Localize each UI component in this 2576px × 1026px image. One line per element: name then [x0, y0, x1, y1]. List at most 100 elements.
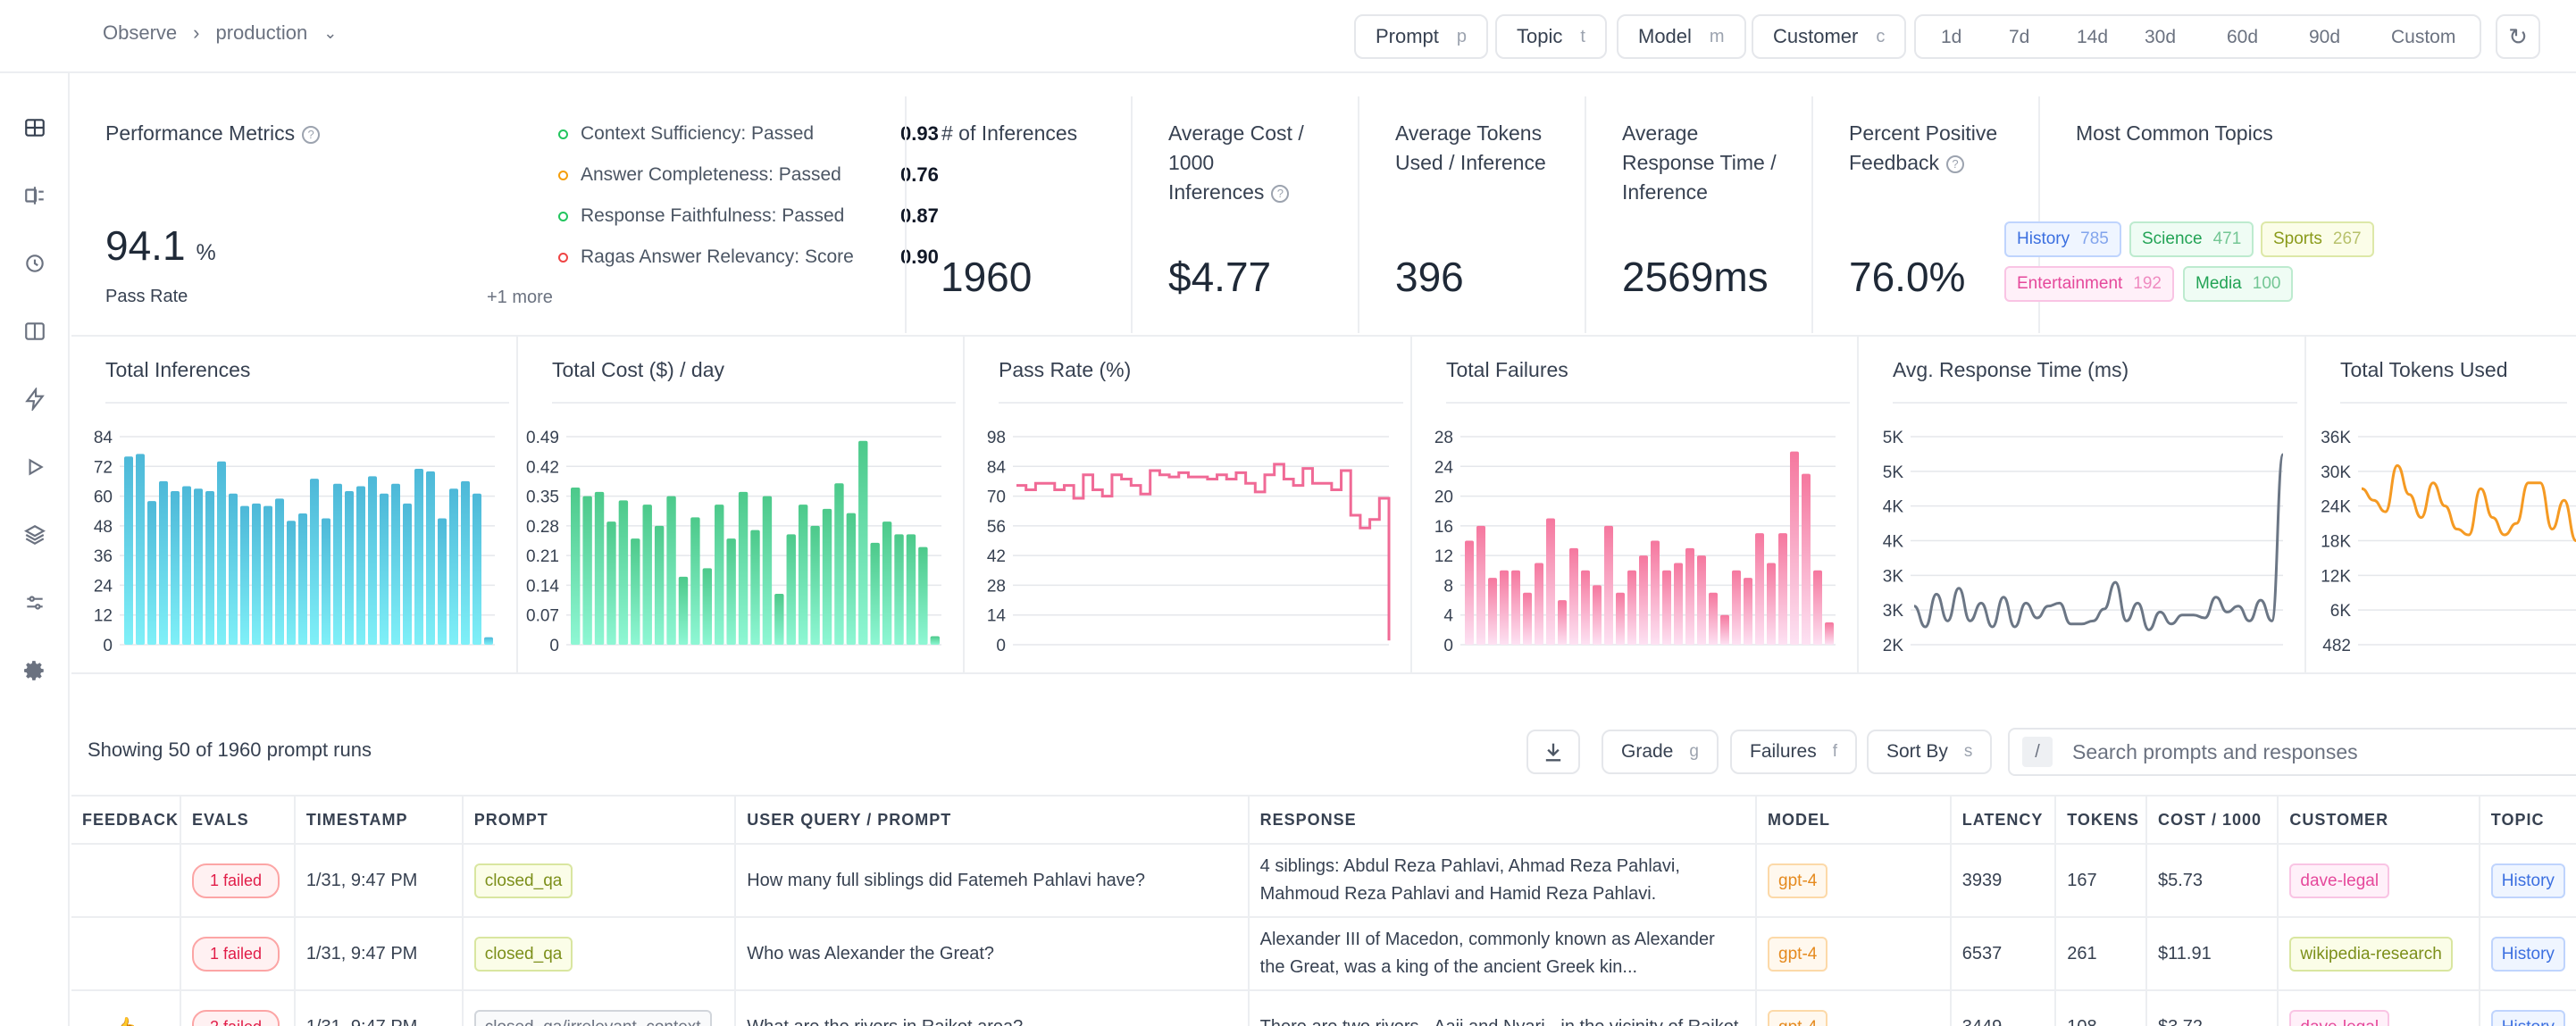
topic-tag-0[interactable]: History 785 [2004, 221, 2121, 257]
model-tag[interactable]: gpt-4 [1768, 936, 1828, 972]
help-icon[interactable]: ? [1271, 184, 1290, 203]
col-tokens[interactable]: TOKENS [2055, 795, 2147, 845]
eval-item[interactable]: Answer Completeness: Passed [558, 164, 841, 186]
bar[interactable] [217, 461, 226, 645]
bar[interactable] [426, 471, 435, 645]
range-60d[interactable]: 60d [2227, 27, 2259, 47]
layers-icon[interactable] [16, 516, 54, 554]
prompt-tag[interactable]: closed_qa/irrelevant_context [473, 1009, 712, 1026]
bar[interactable] [690, 517, 700, 645]
sort-by-button[interactable]: Sort By s [1867, 730, 1993, 774]
topic-tag-4[interactable]: Media 100 [2183, 266, 2294, 302]
bar[interactable] [1581, 570, 1590, 645]
bar[interactable] [1476, 525, 1485, 645]
bar[interactable] [846, 513, 857, 645]
topic-tag-2[interactable]: Sports 267 [2261, 221, 2374, 257]
bar[interactable] [1813, 570, 1822, 645]
bar[interactable] [750, 530, 760, 645]
bar[interactable] [356, 486, 365, 645]
bar[interactable] [1685, 547, 1694, 645]
bar[interactable] [571, 488, 581, 645]
topic-filter-button[interactable]: Topic t [1495, 14, 1607, 59]
topic-tag[interactable]: History [2490, 1009, 2565, 1026]
bar[interactable] [1465, 540, 1474, 646]
bar[interactable] [322, 518, 330, 645]
bar[interactable] [403, 503, 412, 645]
chevron-down-icon[interactable]: ⌄ [323, 23, 338, 42]
bar[interactable] [391, 483, 400, 645]
series-line[interactable] [1016, 463, 1391, 641]
more-evals-link[interactable]: +1 more [487, 288, 553, 307]
bar[interactable] [252, 503, 261, 645]
evals-badge[interactable]: 1 failed [191, 936, 280, 972]
bar[interactable] [1569, 547, 1578, 645]
bar[interactable] [1802, 473, 1811, 645]
bar[interactable] [882, 521, 892, 645]
col-user-query[interactable]: USER QUERY / PROMPT [735, 795, 1250, 845]
col-feedback[interactable]: FEEDBACK [71, 795, 181, 845]
bar[interactable] [333, 483, 342, 645]
bar[interactable] [822, 508, 832, 645]
bar[interactable] [414, 469, 423, 645]
bar[interactable] [1639, 555, 1648, 645]
model-tag[interactable]: gpt-4 [1768, 863, 1828, 898]
bar[interactable] [194, 488, 203, 645]
bar[interactable] [298, 513, 307, 645]
bar[interactable] [263, 505, 272, 645]
failures-button[interactable]: Failures f [1730, 730, 1857, 774]
bar[interactable] [798, 505, 808, 645]
topic-tag-1[interactable]: Science 471 [2129, 221, 2254, 257]
col-model[interactable]: MODEL [1756, 795, 1952, 845]
table-row[interactable]: 1 failed 1/31, 9:47 PM closed_qa How many f… [71, 844, 2576, 918]
eval-item[interactable]: Context Sufficiency: Passed [558, 123, 814, 145]
bar[interactable] [240, 505, 249, 645]
bar[interactable] [484, 637, 493, 645]
bar[interactable] [1709, 592, 1718, 645]
bar[interactable] [678, 576, 689, 645]
eval-item[interactable]: Response Faithfulness: Passed [558, 205, 844, 227]
breadcrumb-root[interactable]: Observe [103, 21, 178, 44]
bar[interactable] [1778, 533, 1787, 645]
bar[interactable] [738, 491, 749, 645]
bar[interactable] [594, 491, 605, 645]
bar[interactable] [1744, 578, 1752, 645]
bar[interactable] [1697, 555, 1706, 645]
refresh-button[interactable]: ↻ [2496, 14, 2540, 59]
bar[interactable] [1523, 592, 1532, 645]
bar[interactable] [368, 476, 377, 645]
topic-tag-3[interactable]: Entertainment 192 [2004, 266, 2174, 302]
breadcrumb-project[interactable]: production [215, 21, 308, 44]
col-customer[interactable]: CUSTOMER [2278, 795, 2480, 845]
bar[interactable] [774, 593, 784, 645]
search-input[interactable] [2072, 739, 2572, 764]
sliders-icon[interactable] [16, 584, 54, 621]
series-line[interactable] [2361, 463, 2576, 542]
bar[interactable] [287, 521, 296, 645]
topic-tag[interactable]: History [2490, 936, 2565, 972]
customer-tag[interactable]: dave-legal [2289, 863, 2390, 898]
grade-button[interactable]: Grade g [1602, 730, 1719, 774]
bar[interactable] [930, 636, 940, 645]
range-7d[interactable]: 7d [2009, 27, 2030, 47]
col-response[interactable]: RESPONSE [1248, 795, 1758, 845]
bar[interactable] [1651, 540, 1660, 646]
bar[interactable] [310, 479, 319, 645]
evals-badge[interactable]: 1 failed [191, 863, 280, 898]
bar[interactable] [171, 491, 180, 645]
bar[interactable] [906, 534, 916, 645]
customer-tag[interactable]: dave-legal [2289, 1009, 2390, 1026]
bar[interactable] [124, 456, 133, 645]
range-90d[interactable]: 90d [2309, 27, 2341, 47]
bar[interactable] [762, 496, 773, 645]
bar[interactable] [136, 454, 145, 645]
bar[interactable] [1511, 570, 1520, 645]
help-icon[interactable]: ? [302, 125, 321, 144]
bar[interactable] [1825, 622, 1834, 645]
evals-badge[interactable]: 2 failed [191, 1009, 280, 1026]
bar[interactable] [1732, 570, 1741, 645]
bar[interactable] [786, 534, 796, 645]
bar[interactable] [1627, 570, 1636, 645]
col-latency[interactable]: LATENCY [1950, 795, 2057, 845]
bar[interactable] [1546, 518, 1555, 645]
prompt-tag[interactable]: closed_qa [473, 863, 573, 898]
